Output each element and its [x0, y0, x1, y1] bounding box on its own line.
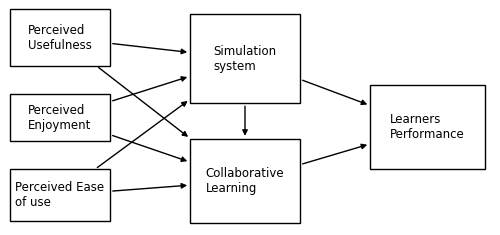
Bar [10, 9, 110, 66]
Text: Perceived
Enjoyment: Perceived Enjoyment [28, 103, 92, 132]
Text: Perceived
Usefulness: Perceived Usefulness [28, 24, 92, 52]
Text: Perceived Ease
of use: Perceived Ease of use [16, 181, 104, 209]
Bar [190, 14, 300, 103]
Bar [10, 169, 110, 221]
Text: Learners
Performance: Learners Performance [390, 113, 465, 141]
Bar [190, 139, 300, 223]
Bar [10, 94, 110, 141]
Text: Simulation
system: Simulation system [214, 45, 276, 73]
Text: Collaborative
Learning: Collaborative Learning [206, 167, 284, 195]
Bar [370, 85, 485, 169]
